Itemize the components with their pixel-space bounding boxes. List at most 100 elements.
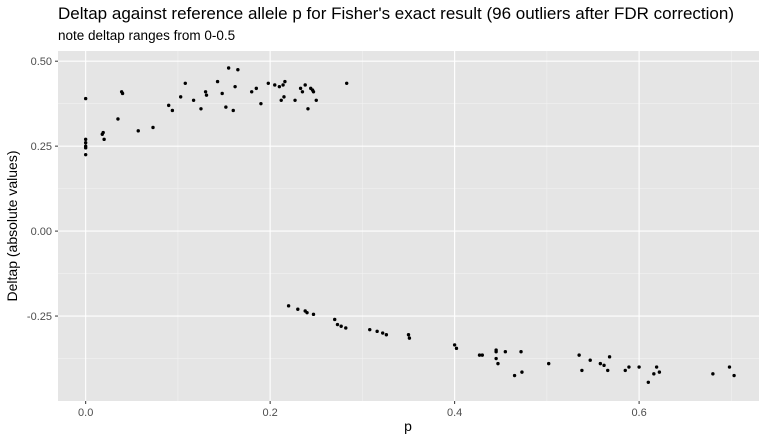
- data-point: [204, 93, 209, 97]
- data-point: [627, 365, 631, 369]
- data-point: [183, 81, 187, 85]
- data-point: [296, 307, 300, 311]
- data-point: [83, 141, 88, 145]
- data-point: [344, 326, 348, 330]
- data-points: [83, 66, 736, 385]
- major-gridlines: [58, 51, 759, 401]
- data-point: [259, 101, 263, 106]
- data-point: [454, 346, 459, 351]
- y-tick-label: 0.50: [31, 56, 52, 68]
- data-point: [231, 108, 235, 113]
- data-point: [384, 333, 389, 337]
- data-point: [654, 365, 659, 369]
- data-point: [637, 365, 641, 369]
- y-tick-label: -0.25: [27, 311, 52, 323]
- data-point: [120, 91, 125, 96]
- data-point: [224, 105, 228, 109]
- data-point: [254, 86, 259, 91]
- data-point: [598, 361, 603, 366]
- data-point: [646, 380, 651, 385]
- y-tick-label: 0.00: [31, 226, 52, 238]
- data-point: [215, 79, 220, 84]
- data-point: [652, 372, 656, 376]
- data-point: [339, 324, 343, 328]
- data-point: [236, 67, 240, 72]
- data-point: [606, 368, 610, 373]
- data-point: [170, 108, 175, 113]
- data-point: [480, 353, 484, 357]
- data-point: [279, 98, 283, 102]
- data-point: [452, 343, 457, 347]
- data-point: [623, 368, 627, 373]
- data-point: [503, 350, 508, 354]
- data-point: [203, 90, 208, 94]
- data-point: [311, 312, 316, 317]
- data-point: [266, 81, 270, 85]
- x-tick-label: 0.4: [447, 407, 462, 419]
- data-point: [333, 317, 337, 322]
- data-point: [477, 353, 482, 357]
- data-point: [520, 370, 524, 374]
- plot-panel: [58, 51, 759, 401]
- data-point: [306, 107, 310, 111]
- data-point: [116, 117, 120, 121]
- data-point: [305, 310, 309, 315]
- x-tick-label: 0.0: [78, 407, 93, 419]
- data-point: [607, 355, 612, 359]
- data-point: [83, 152, 88, 157]
- data-point: [166, 103, 171, 108]
- data-point: [300, 90, 305, 94]
- data-point: [727, 365, 732, 369]
- data-point: [303, 83, 307, 87]
- data-point: [83, 96, 88, 101]
- data-point: [286, 304, 291, 308]
- data-point: [345, 81, 349, 85]
- minor-gridlines: [58, 51, 759, 401]
- data-point: [101, 130, 105, 135]
- data-point: [368, 327, 372, 332]
- data-point: [494, 350, 498, 354]
- data-point: [512, 373, 517, 378]
- data-point: [407, 336, 412, 340]
- data-point: [311, 90, 316, 94]
- data-point: [602, 363, 606, 368]
- data-point: [249, 90, 254, 94]
- data-point: [281, 83, 285, 87]
- data-point: [102, 137, 106, 142]
- data-point: [547, 361, 551, 366]
- data-point: [657, 370, 662, 374]
- y-tick-label: 0.25: [31, 141, 52, 153]
- data-point: [151, 125, 155, 130]
- data-point: [375, 329, 379, 334]
- data-point: [494, 356, 498, 361]
- data-point: [380, 331, 385, 335]
- data-point: [580, 368, 584, 373]
- data-point: [519, 350, 523, 354]
- data-point: [282, 95, 286, 99]
- data-point: [588, 358, 592, 362]
- data-point: [577, 353, 581, 357]
- data-point: [298, 86, 303, 91]
- data-point: [496, 361, 500, 366]
- data-point: [191, 98, 196, 102]
- data-point: [293, 98, 297, 102]
- data-point: [335, 322, 340, 327]
- data-point: [178, 95, 183, 99]
- data-point: [283, 79, 287, 84]
- data-point: [220, 91, 224, 96]
- data-point: [136, 129, 140, 133]
- data-point: [732, 373, 736, 378]
- data-point: [226, 66, 231, 70]
- x-tick-label: 0.6: [631, 407, 646, 419]
- x-axis-label: p: [404, 418, 412, 434]
- chart-title: Deltap against reference allele p for Fi…: [58, 4, 734, 23]
- y-axis-label: Deltap (absolute values): [4, 151, 20, 302]
- x-axis-ticks: 0.0 0.2 0.4 0.6: [78, 401, 647, 419]
- data-point: [83, 146, 88, 150]
- x-tick-label: 0.2: [262, 407, 277, 419]
- data-point: [314, 98, 318, 102]
- chart-subtitle: note deltap ranges from 0-0.5: [58, 28, 236, 43]
- data-point: [83, 137, 88, 142]
- data-point: [233, 84, 237, 89]
